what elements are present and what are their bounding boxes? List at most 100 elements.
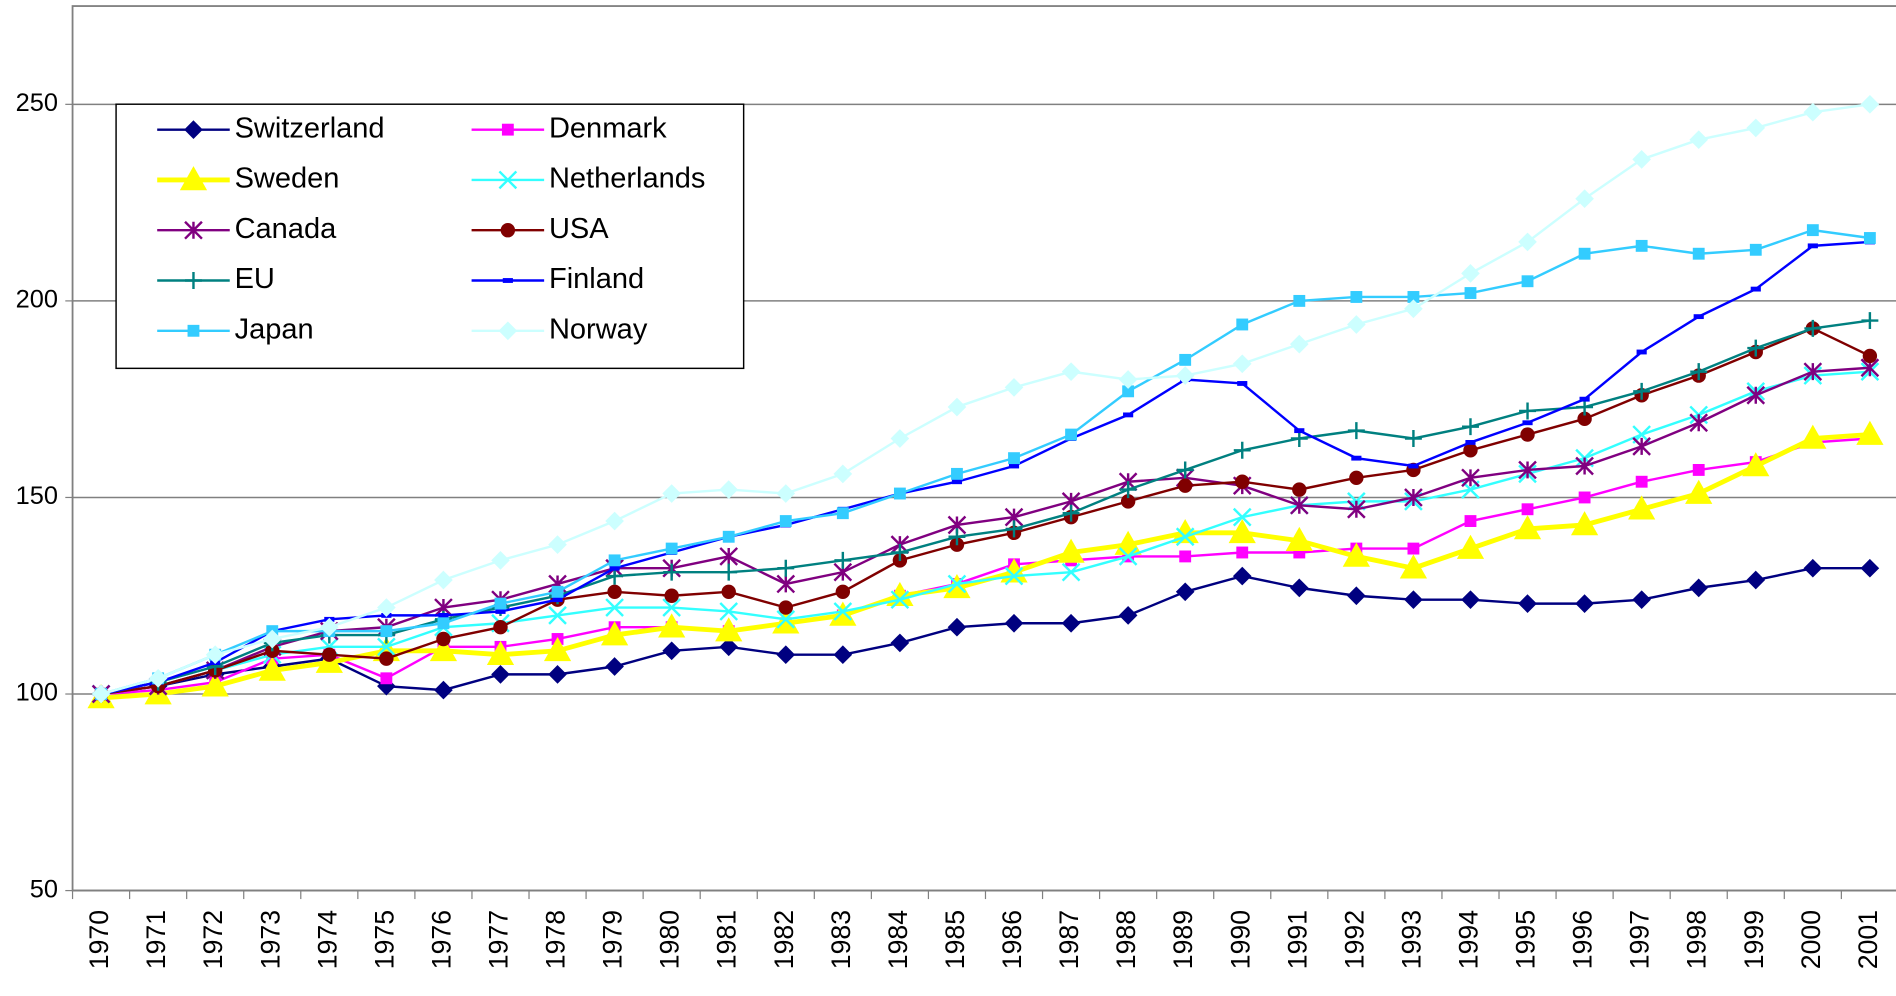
marker (1120, 494, 1136, 509)
marker (1232, 507, 1252, 527)
marker (776, 645, 796, 665)
marker (1860, 95, 1880, 114)
marker (1521, 503, 1534, 516)
marker (1232, 354, 1252, 374)
marker (947, 397, 967, 417)
marker (1577, 411, 1592, 427)
marker (1228, 519, 1256, 544)
marker (1863, 232, 1876, 244)
y-tick-label: 200 (16, 286, 58, 314)
marker (148, 668, 168, 688)
marker (947, 574, 967, 594)
marker (491, 665, 510, 684)
marker (951, 467, 963, 480)
marker (493, 619, 508, 635)
marker (1518, 594, 1537, 613)
marker (833, 645, 853, 665)
marker (498, 321, 518, 341)
marker (1342, 542, 1370, 567)
marker (719, 547, 739, 566)
marker (262, 629, 282, 649)
marker (1179, 550, 1192, 563)
legend-label: USA (549, 213, 609, 245)
x-tick-label: 2000 (1796, 910, 1826, 969)
marker (720, 563, 738, 581)
marker (1521, 275, 1534, 288)
series (92, 312, 1879, 703)
marker (1632, 590, 1651, 610)
legend: Switzerland Denmark Sweden Netherlands Canad… (115, 103, 745, 370)
marker (1685, 479, 1713, 504)
marker (1404, 488, 1423, 507)
marker (605, 511, 624, 531)
y-tick-label: 250 (16, 89, 58, 117)
marker (662, 641, 681, 661)
marker (184, 120, 203, 139)
x-tick-label: 1984 (883, 910, 913, 969)
x-tick-label: 1976 (426, 910, 456, 969)
marker (185, 272, 202, 289)
marker (1689, 413, 1709, 433)
marker (437, 617, 450, 630)
marker (607, 584, 622, 600)
legend-label: Netherlands (549, 163, 705, 195)
marker (1692, 464, 1705, 476)
marker (1350, 291, 1363, 303)
marker (1578, 491, 1591, 504)
marker (1179, 353, 1192, 366)
marker (258, 656, 286, 681)
marker (1520, 427, 1535, 442)
marker (1004, 613, 1024, 633)
marker (893, 487, 906, 500)
marker (1118, 547, 1138, 566)
marker (1799, 424, 1827, 449)
marker (1289, 495, 1309, 515)
series (96, 239, 1875, 697)
marker (1235, 474, 1250, 489)
marker (1008, 452, 1020, 465)
marker (380, 672, 393, 685)
marker (501, 123, 514, 136)
x-tick-label: 1980 (655, 910, 685, 969)
marker (948, 528, 966, 546)
marker (1175, 582, 1195, 602)
marker (1404, 430, 1422, 447)
marker (835, 584, 851, 600)
marker (664, 588, 679, 603)
series-line (100, 240, 1870, 696)
marker (1293, 546, 1306, 559)
legend-label: Japan (235, 313, 314, 345)
x-tick-label: 1970 (84, 910, 114, 969)
legend-box (115, 103, 745, 370)
marker (778, 600, 793, 615)
x-tick-label: 1985 (940, 910, 970, 969)
marker (658, 613, 686, 638)
marker (377, 598, 396, 617)
y-tick-label: 100 (16, 679, 58, 707)
marker (1118, 606, 1138, 625)
marker (436, 631, 451, 647)
marker (1628, 495, 1656, 520)
marker (486, 640, 515, 666)
series-line (100, 228, 1871, 696)
marker (1519, 402, 1537, 420)
marker (891, 544, 909, 561)
marker (429, 636, 458, 662)
marker (1289, 578, 1309, 598)
marker (1404, 299, 1423, 319)
marker (776, 484, 796, 503)
marker (1575, 456, 1594, 476)
marker (1635, 239, 1648, 252)
marker (662, 598, 681, 617)
marker (548, 535, 567, 554)
series-line (100, 437, 1870, 696)
marker (1232, 566, 1252, 586)
marker (498, 170, 518, 190)
x-tick-label: 1990 (1225, 910, 1255, 969)
x-tick-label: 1988 (1111, 910, 1141, 969)
marker (1065, 428, 1077, 441)
x-tick-label: 1973 (255, 910, 285, 969)
marker (1175, 366, 1195, 385)
legend-label: Finland (549, 263, 644, 295)
